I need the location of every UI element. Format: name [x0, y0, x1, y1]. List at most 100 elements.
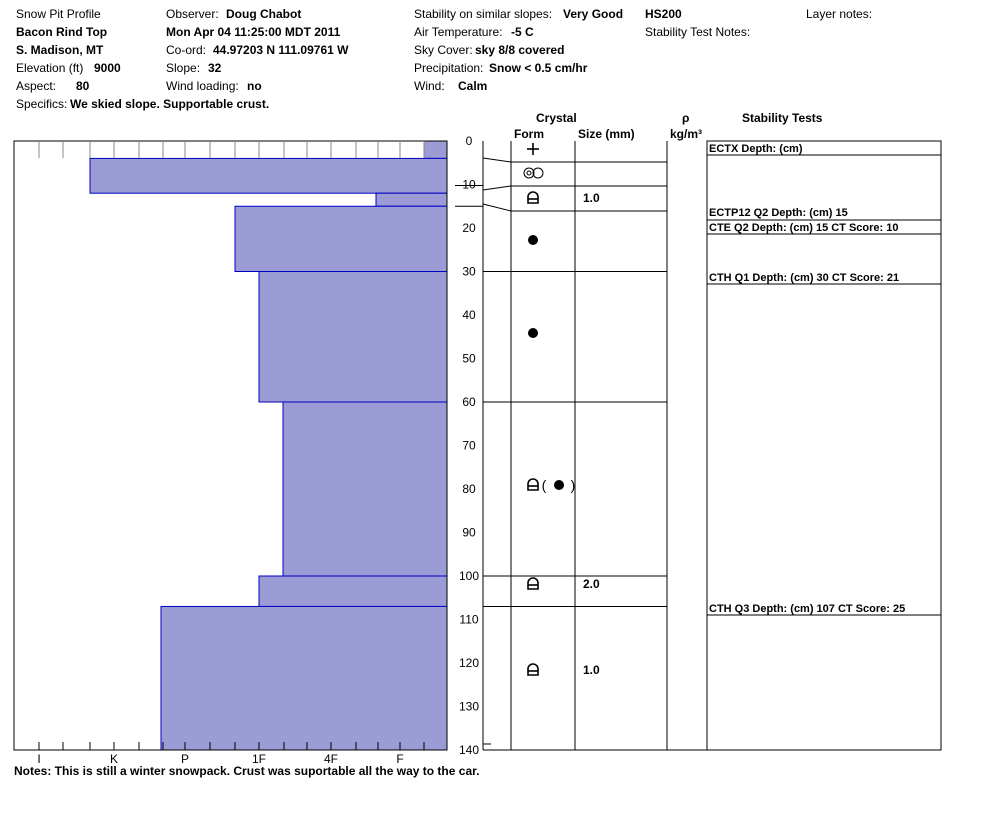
stability-test-notes-label: Stability Test Notes: [645, 25, 751, 39]
depth-label-1: 10 [462, 178, 476, 192]
observer-label: Observer: [166, 7, 219, 21]
rho-header: ρ [682, 111, 690, 125]
grain-form-5-paren-open: ( [542, 477, 547, 493]
stability-test-0: ECTX Depth: (cm) [709, 143, 803, 155]
slope-value: 32 [208, 61, 222, 75]
wind-value: Calm [458, 79, 488, 93]
hardness-label-2: P [181, 752, 189, 766]
stability-tests-header: Stability Tests [742, 111, 823, 125]
stability-test-3: CTH Q1 Depth: (cm) 30 CT Score: 21 [709, 272, 899, 284]
air-temp-value: -5 C [511, 25, 534, 39]
hardness-frame [13, 140, 448, 751]
hardness-bar-5 [282, 401, 448, 577]
precip-label: Precipitation: [414, 61, 484, 75]
region: S. Madison, MT [16, 43, 104, 57]
stability-test-2: CTE Q2 Depth: (cm) 15 CT Score: 10 [709, 222, 899, 234]
aspect-label: Aspect: [16, 79, 57, 93]
depth-label-6: 60 [462, 395, 476, 409]
grain-form-1-c [532, 167, 544, 179]
chart-frame [13, 140, 942, 751]
depth-label-0: 0 [466, 134, 473, 148]
form-header: Form [514, 127, 544, 141]
size-header: Size (mm) [578, 127, 635, 141]
depth-label-10: 100 [459, 569, 479, 583]
grain-form-1 [523, 167, 544, 179]
grain-form-4 [528, 328, 538, 338]
grain-form-2 [527, 191, 539, 204]
hardness-label-0: I [37, 752, 40, 766]
slope-label: Slope: [166, 61, 201, 75]
wind-label: Wind: [414, 79, 445, 93]
grain-form-4-dot [528, 328, 538, 338]
grain-form-1-a [523, 167, 535, 179]
hardness-bar-6 [258, 575, 448, 607]
grain-form-3 [528, 235, 538, 245]
sky-cover-label: Sky Cover: [414, 43, 473, 57]
layer-connector-0 [482, 157, 512, 163]
grain-size-6: 2.0 [583, 577, 600, 591]
stability-value: Very Good [563, 7, 624, 21]
coord-value: 44.97203 N 111.09761 W [213, 43, 349, 57]
depth-label-13: 130 [459, 700, 479, 714]
depth-label-12: 120 [459, 656, 479, 670]
sky-cover-value: sky 8/8 covered [475, 43, 565, 57]
grain-form-7-shape [527, 663, 539, 676]
hardness-axis: I K P 1F 4F F [37, 141, 425, 766]
layer-connector-1 [482, 185, 512, 191]
depth-label-11: 110 [459, 613, 478, 627]
depth-axis: 0 10 20 30 40 50 60 70 80 90 100 110 120 130 140 [459, 134, 479, 757]
hardness-label-3: 1F [252, 752, 266, 766]
specifics-label: Specifics: [16, 97, 68, 111]
grain-form-6-shape [527, 577, 539, 590]
layer-notes-label: Layer notes: [806, 7, 873, 21]
grain-form-5-primary-shape [527, 478, 539, 491]
elevation-value: 9000 [94, 61, 121, 75]
depth-label-5: 50 [462, 352, 476, 366]
location-name: Bacon Rind Top [16, 25, 108, 39]
precip-value: Snow < 0.5 cm/hr [489, 61, 588, 75]
observer-value: Doug Chabot [226, 7, 302, 21]
depth-label-9: 90 [462, 526, 476, 540]
hardness-bars [89, 140, 448, 751]
grain-form-1-b [526, 170, 532, 176]
depth-label-3: 30 [462, 265, 476, 279]
stability-test-1: ECTP12 Q2 Depth: (cm) 15 [709, 207, 848, 219]
pit-datetime: Mon Apr 04 11:25:00 MDT 2011 [166, 25, 341, 39]
wind-loading-label: Wind loading: [166, 79, 239, 93]
grain-form-5-paren-close: ) [571, 477, 576, 493]
notes: Notes: This is still a winter snowpack. … [14, 764, 480, 778]
elevation-label: Elevation (ft) [16, 61, 84, 75]
hardness-label-1: K [110, 752, 118, 766]
air-temp-label: Air Temperature: [414, 25, 503, 39]
depth-label-2: 20 [462, 221, 476, 235]
grain-size-2: 1.0 [583, 191, 600, 205]
depth-label-14: 140 [459, 743, 479, 757]
grain-size-7: 1.0 [583, 663, 600, 677]
stability-label: Stability on similar slopes: [414, 7, 553, 21]
hardness-bar-1 [89, 157, 448, 194]
wind-loading-value: no [247, 79, 262, 93]
depth-label-8: 80 [462, 482, 476, 496]
stability-test-4: CTH Q3 Depth: (cm) 107 CT Score: 25 [709, 603, 905, 615]
grain-form-5-secondary [554, 480, 564, 490]
hardness-label-5: F [396, 752, 403, 766]
hardness-bar-2 [375, 192, 448, 207]
hardness-bar-0 [423, 140, 448, 159]
depth-label-7: 70 [462, 439, 476, 453]
hardness-bar-7 [160, 605, 448, 751]
grain-form-0 [527, 143, 539, 155]
layer-connector-2 [482, 203, 512, 212]
specifics-value: We skied slope. Supportable crust. [70, 97, 270, 111]
aspect-value: 80 [76, 79, 90, 93]
hardness-bar-3 [234, 205, 448, 272]
layer-table: 1.0 () 2.0 1.0 [455, 143, 667, 745]
depth-label-4: 40 [462, 308, 476, 322]
coord-label: Co-ord: [166, 43, 207, 57]
grain-form-6 [527, 577, 539, 590]
grain-form-7 [527, 663, 539, 676]
grain-form-5-primary [527, 478, 539, 491]
hardness-bar-4 [258, 271, 448, 403]
hardness-label-4: 4F [324, 752, 338, 766]
stability-frame [706, 140, 942, 751]
